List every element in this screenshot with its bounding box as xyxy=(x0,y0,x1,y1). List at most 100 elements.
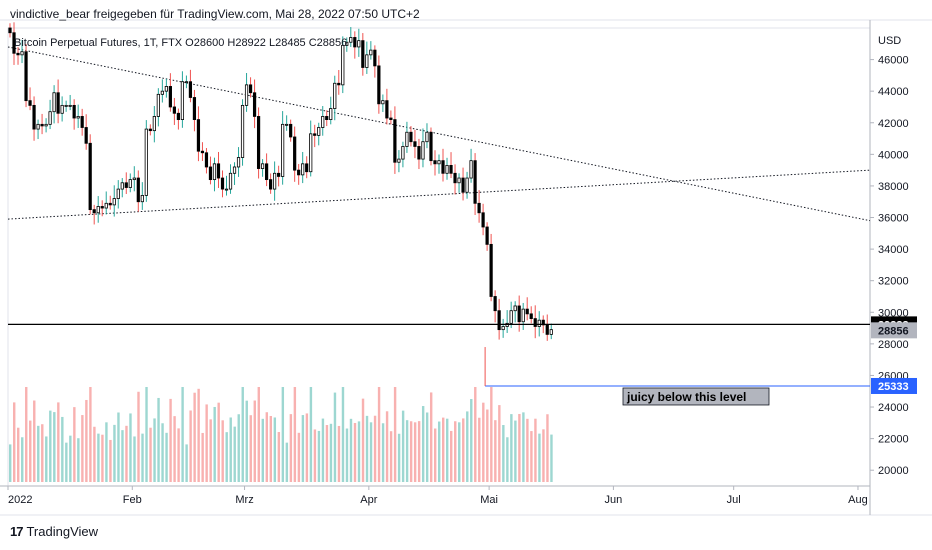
candle-body xyxy=(329,108,333,121)
candle-body xyxy=(285,123,289,126)
candle-body xyxy=(301,163,305,176)
candle-body xyxy=(116,188,120,199)
volume-bar xyxy=(321,418,325,482)
volume-bar xyxy=(357,421,361,482)
volume-bar xyxy=(9,444,12,482)
candle-body xyxy=(497,310,501,331)
volume-bar xyxy=(73,407,76,482)
volume-bar xyxy=(45,436,48,482)
volume-bar xyxy=(301,415,305,482)
candle-body xyxy=(84,127,88,144)
candle-body xyxy=(52,92,56,113)
y-tick-label: 28000 xyxy=(878,339,909,351)
candle-body xyxy=(293,136,297,171)
volume-bar xyxy=(353,422,357,482)
candle-body xyxy=(325,116,329,120)
candle-body xyxy=(449,164,453,174)
candle-body xyxy=(244,84,249,106)
candle-body xyxy=(44,123,48,127)
candle-body xyxy=(260,163,265,169)
volume-bar xyxy=(389,431,393,482)
candle-body xyxy=(228,172,233,190)
candle-body xyxy=(405,131,409,147)
volume-bar xyxy=(153,418,156,482)
candle-body xyxy=(525,308,529,315)
volume-bar xyxy=(29,420,32,482)
candle-body xyxy=(180,81,185,120)
y-tick-label: 34000 xyxy=(878,244,909,256)
volume-bar xyxy=(49,410,52,482)
share-header: vindictive_bear freigegeben für TradingV… xyxy=(10,7,420,21)
volume-bar xyxy=(397,433,401,482)
candle-body xyxy=(76,116,80,119)
volume-bar xyxy=(169,398,172,482)
volume-bar xyxy=(349,418,353,482)
volume-bar xyxy=(185,444,188,482)
candle-body xyxy=(248,84,253,94)
candle-body xyxy=(289,123,293,138)
candle-body xyxy=(108,202,112,206)
volume-bar xyxy=(253,400,256,482)
y-tick-label: 24000 xyxy=(878,402,909,414)
candle-body xyxy=(373,49,377,67)
candle-body xyxy=(377,65,381,105)
volume-bar xyxy=(385,411,389,482)
volume-bar xyxy=(462,418,465,482)
candle-body xyxy=(112,198,116,206)
volume-bar xyxy=(482,402,485,482)
candle-body xyxy=(421,141,425,160)
volume-bar xyxy=(137,391,140,482)
volume-bar xyxy=(534,418,537,482)
candle-body xyxy=(281,123,285,177)
volume-bar xyxy=(437,421,441,482)
volume-bar xyxy=(490,387,493,482)
candle-body xyxy=(212,163,217,181)
volume-bar xyxy=(277,432,281,482)
volume-bar xyxy=(225,432,228,482)
volume-bar xyxy=(337,425,341,482)
candle-body xyxy=(132,177,136,181)
volume-bar xyxy=(121,430,124,482)
volume-bar xyxy=(365,415,369,482)
candle-body xyxy=(60,104,64,114)
candle-body xyxy=(445,164,449,174)
candle-body xyxy=(168,86,172,108)
volume-bar xyxy=(221,420,224,482)
candle-body xyxy=(8,27,12,34)
candle-body xyxy=(533,318,537,327)
candle-body xyxy=(36,123,40,130)
y-tick-label: 30000 xyxy=(878,307,909,319)
candle-body xyxy=(397,158,401,163)
volume-bar xyxy=(417,421,421,482)
volume-bar xyxy=(13,402,16,482)
volume-bar xyxy=(97,433,100,482)
candle-body xyxy=(317,127,321,136)
tradingview-logo-icon: 17 xyxy=(10,524,24,539)
candle-body xyxy=(517,305,521,323)
volume-bar xyxy=(498,405,501,482)
volume-bar xyxy=(145,387,148,482)
candle-body xyxy=(381,100,385,105)
candle-body xyxy=(353,37,357,48)
volume-bar xyxy=(470,399,473,482)
volume-bar xyxy=(265,412,269,482)
volume-bar xyxy=(333,392,337,482)
volume-bar xyxy=(245,400,248,482)
brand-footer[interactable]: 17 TradingView xyxy=(10,524,98,539)
candle-body xyxy=(48,111,52,125)
candle-body xyxy=(164,86,168,92)
support-price-label: 25333 xyxy=(878,381,909,393)
candle-body xyxy=(401,146,405,160)
candle-body xyxy=(473,160,477,204)
volume-bar xyxy=(193,392,196,482)
candle-body xyxy=(409,131,413,143)
candle-body xyxy=(208,166,213,181)
volume-bar xyxy=(546,414,549,482)
volume-bar xyxy=(454,421,457,482)
candle-body xyxy=(28,100,32,106)
volume-bar xyxy=(149,427,152,482)
volume-bar xyxy=(17,427,20,482)
volume-bar xyxy=(105,422,108,482)
volume-bar xyxy=(530,431,533,482)
